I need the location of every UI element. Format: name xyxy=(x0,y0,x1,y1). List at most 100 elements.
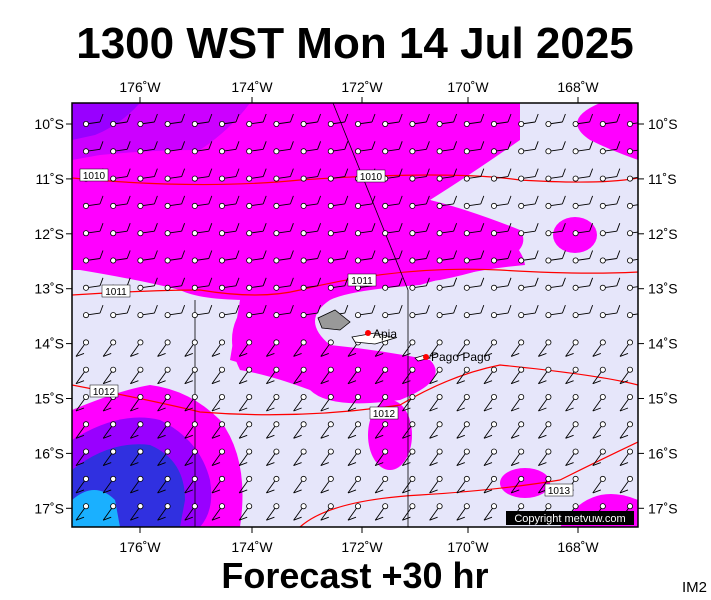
barb-feather xyxy=(181,113,186,123)
barb-feather xyxy=(453,141,458,150)
barb-feather xyxy=(75,407,85,412)
station xyxy=(409,175,416,182)
station xyxy=(572,312,579,319)
barb-feather xyxy=(483,434,493,439)
barb-feather xyxy=(561,113,566,123)
station xyxy=(545,202,552,209)
barb-feather xyxy=(534,195,539,205)
station xyxy=(273,312,280,319)
station xyxy=(627,148,634,155)
station xyxy=(164,121,171,128)
station xyxy=(599,121,606,128)
barb-feather xyxy=(266,489,275,494)
station xyxy=(218,121,225,128)
image-code: IM2 xyxy=(682,579,707,596)
barb-feather xyxy=(208,168,213,177)
barb-feather xyxy=(211,434,221,439)
station xyxy=(599,312,606,319)
barb-feather xyxy=(619,434,629,439)
station xyxy=(463,503,470,510)
station xyxy=(436,421,443,428)
station xyxy=(273,284,280,291)
barb-feather xyxy=(235,223,240,232)
barb-feather xyxy=(126,223,131,232)
barb-feather xyxy=(317,223,322,232)
barb-feather xyxy=(99,141,104,150)
barb-feather xyxy=(402,407,411,412)
isobar-label: 1010 xyxy=(83,171,106,182)
station xyxy=(545,339,552,346)
barb-feather xyxy=(99,195,104,205)
barb-feather xyxy=(184,407,193,412)
station xyxy=(436,257,443,264)
station xyxy=(164,312,171,319)
station xyxy=(273,475,280,482)
place-label: Apia xyxy=(373,327,397,341)
barb-feather xyxy=(561,304,566,314)
barb-feather xyxy=(181,168,186,177)
station xyxy=(572,148,579,155)
barb-feather xyxy=(293,407,302,412)
station xyxy=(327,475,334,482)
barb-feather xyxy=(153,113,158,123)
barb-feather xyxy=(480,168,485,177)
station xyxy=(382,121,389,128)
station xyxy=(490,230,497,237)
barb-feather xyxy=(266,434,275,439)
barb-feather xyxy=(103,516,112,521)
station xyxy=(599,448,606,455)
barb-feather xyxy=(130,489,139,494)
station xyxy=(599,202,606,209)
barb-feather xyxy=(262,223,267,232)
station xyxy=(218,475,225,482)
station xyxy=(463,230,470,237)
barb-feather xyxy=(181,277,186,286)
station xyxy=(463,475,470,482)
barb-feather xyxy=(425,195,430,205)
station xyxy=(273,448,280,455)
station xyxy=(409,475,416,482)
station xyxy=(518,312,525,319)
station xyxy=(463,202,470,209)
station xyxy=(599,475,606,482)
barb-feather xyxy=(347,489,357,494)
station xyxy=(546,531,551,536)
station xyxy=(165,531,170,536)
station xyxy=(219,531,224,536)
station xyxy=(83,339,90,346)
barb-feather xyxy=(317,195,322,205)
station xyxy=(490,366,497,373)
barb-feather xyxy=(157,434,166,439)
barb-feather xyxy=(507,113,512,123)
barb-feather xyxy=(538,545,546,548)
station xyxy=(300,503,307,510)
station xyxy=(627,257,634,264)
station xyxy=(137,175,144,182)
barb-feather xyxy=(507,168,512,177)
barb-feather xyxy=(589,277,594,286)
station xyxy=(300,393,307,400)
barb-feather xyxy=(289,250,294,259)
station xyxy=(464,531,469,536)
lon-label: 176˚W xyxy=(119,79,161,95)
barb-shaft xyxy=(294,534,304,548)
station xyxy=(164,393,171,400)
station xyxy=(627,448,634,455)
station xyxy=(490,339,497,346)
station xyxy=(110,121,117,128)
station xyxy=(137,503,144,510)
barb-feather xyxy=(184,434,193,439)
barb-feather xyxy=(644,251,647,259)
barb-feather xyxy=(616,250,621,259)
station xyxy=(246,230,253,237)
station xyxy=(409,230,416,237)
barb-feather xyxy=(76,545,84,548)
barb-feather xyxy=(589,304,594,314)
barb-feather xyxy=(375,516,384,521)
station xyxy=(545,393,552,400)
station xyxy=(545,257,552,264)
barb-feather xyxy=(375,352,384,357)
barb-feather xyxy=(293,516,302,521)
station xyxy=(164,148,171,155)
station xyxy=(627,421,634,428)
